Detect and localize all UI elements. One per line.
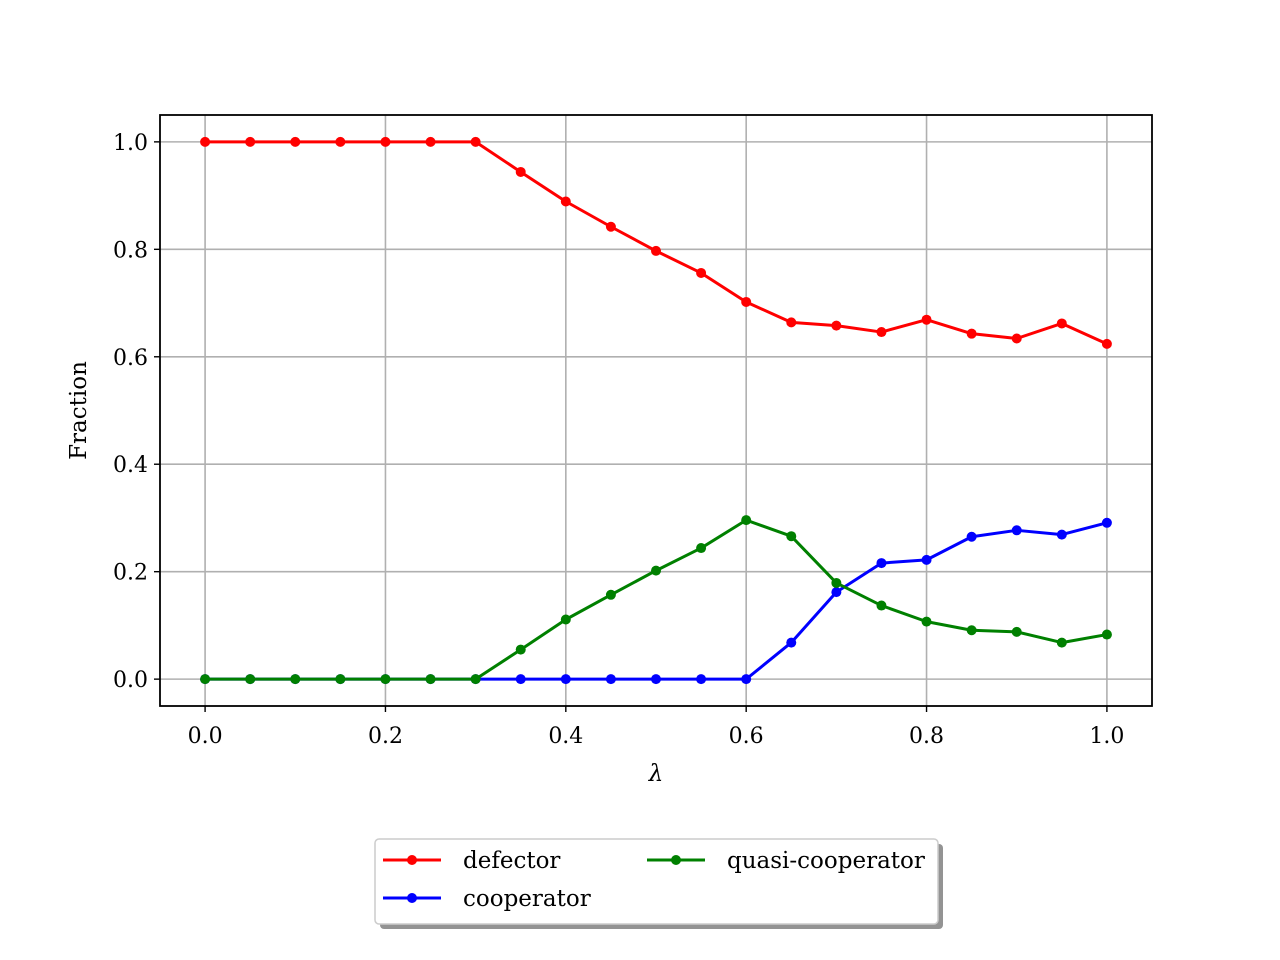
legend-label-defector: defector <box>463 848 560 874</box>
data-point-quasi-cooperator-15 <box>876 600 887 611</box>
data-point-quasi-cooperator-8 <box>560 614 571 625</box>
data-point-quasi-cooperator-5 <box>425 674 436 685</box>
data-point-cooperator-9 <box>605 674 616 685</box>
data-point-cooperator-11 <box>696 674 707 685</box>
data-point-cooperator-19 <box>1056 529 1067 540</box>
data-point-quasi-cooperator-16 <box>921 616 932 627</box>
x-tick-label-2: 0.4 <box>548 724 583 749</box>
data-point-defector-2 <box>290 136 301 147</box>
x-axis-label: λ <box>648 761 664 787</box>
data-point-defector-4 <box>380 136 391 147</box>
axes-frame <box>159 114 1153 707</box>
data-point-quasi-cooperator-11 <box>696 543 707 554</box>
data-point-quasi-cooperator-2 <box>290 674 301 685</box>
legend-marker-defector <box>407 855 417 865</box>
data-point-defector-8 <box>560 196 571 207</box>
data-point-quasi-cooperator-12 <box>741 515 752 526</box>
x-tick-label-5: 1.0 <box>1089 724 1124 749</box>
data-point-defector-5 <box>425 136 436 147</box>
data-point-cooperator-15 <box>876 558 887 569</box>
data-point-defector-12 <box>741 296 752 307</box>
y-tick-label-2: 0.4 <box>113 453 148 478</box>
data-point-defector-9 <box>605 221 616 232</box>
data-point-quasi-cooperator-3 <box>335 674 346 685</box>
data-point-defector-20 <box>1101 338 1112 349</box>
data-point-cooperator-12 <box>741 674 752 685</box>
data-point-cooperator-13 <box>786 637 797 648</box>
y-tick-label-1: 0.2 <box>113 561 148 586</box>
data-point-quasi-cooperator-10 <box>651 565 661 576</box>
data-point-defector-6 <box>470 136 481 147</box>
data-point-defector-7 <box>515 166 526 177</box>
data-point-cooperator-10 <box>651 674 661 685</box>
data-point-defector-11 <box>696 267 707 278</box>
data-point-quasi-cooperator-6 <box>470 674 481 685</box>
data-point-quasi-cooperator-17 <box>966 625 977 636</box>
data-point-quasi-cooperator-0 <box>200 674 211 685</box>
data-point-defector-0 <box>200 136 211 147</box>
y-axis-label: Fraction <box>66 361 92 460</box>
legend: defector quasi-cooperator cooperator <box>374 838 943 929</box>
data-point-quasi-cooperator-1 <box>245 674 256 685</box>
data-point-defector-17 <box>966 328 977 339</box>
data-point-defector-19 <box>1056 318 1067 329</box>
data-point-defector-3 <box>335 136 346 147</box>
data-point-defector-18 <box>1011 333 1022 344</box>
ticks: 0.0 0.2 0.4 0.6 0.8 1.0 0.0 0.2 0.4 0.6 0.8 1.0 <box>113 131 1124 749</box>
data-point-quasi-cooperator-20 <box>1101 629 1112 640</box>
x-tick-label-3: 0.6 <box>729 724 764 749</box>
series-line-quasi-cooperator <box>205 518 1108 681</box>
series-line-cooperator <box>205 521 1108 681</box>
legend-label-cooperator: cooperator <box>463 886 591 912</box>
data-point-defector-14 <box>831 320 842 331</box>
data-point-quasi-cooperator-4 <box>380 674 391 685</box>
data-point-cooperator-20 <box>1101 517 1112 528</box>
data-point-quasi-cooperator-14 <box>831 577 842 588</box>
data-point-defector-10 <box>651 245 661 256</box>
data-point-defector-1 <box>245 136 256 147</box>
data-point-cooperator-17 <box>966 531 977 542</box>
data-point-cooperator-16 <box>921 554 932 565</box>
x-tick-label-4: 0.8 <box>909 724 944 749</box>
data-point-defector-13 <box>786 317 797 328</box>
data-point-quasi-cooperator-7 <box>515 644 526 655</box>
grid-lines <box>160 115 1152 706</box>
legend-label-quasi-cooperator: quasi-cooperator <box>727 848 925 874</box>
data-point-quasi-cooperator-13 <box>786 531 797 542</box>
data-point-defector-15 <box>876 327 887 338</box>
data-point-cooperator-8 <box>560 674 571 685</box>
data-point-cooperator-18 <box>1011 525 1022 536</box>
series-line-defector <box>205 140 1108 346</box>
data-point-quasi-cooperator-19 <box>1056 637 1067 648</box>
x-tick-label-0: 0.0 <box>188 724 223 749</box>
series-defector <box>200 136 1112 349</box>
legend-box <box>374 838 939 925</box>
data-point-quasi-cooperator-9 <box>605 589 616 600</box>
data-point-cooperator-14 <box>831 587 842 598</box>
data-point-cooperator-7 <box>515 674 526 685</box>
series-layer <box>200 136 1112 685</box>
data-point-defector-16 <box>921 314 932 325</box>
x-tick-label-1: 0.2 <box>368 724 403 749</box>
legend-marker-cooperator <box>407 893 417 903</box>
legend-marker-quasi-cooperator <box>671 855 681 865</box>
series-quasi-cooperator <box>200 515 1112 685</box>
y-tick-label-3: 0.6 <box>113 346 148 371</box>
y-tick-label-0: 0.0 <box>113 668 148 693</box>
data-point-quasi-cooperator-18 <box>1011 626 1022 637</box>
y-tick-label-5: 1.0 <box>113 131 148 156</box>
y-tick-label-4: 0.8 <box>113 238 148 263</box>
series-cooperator <box>200 517 1112 685</box>
